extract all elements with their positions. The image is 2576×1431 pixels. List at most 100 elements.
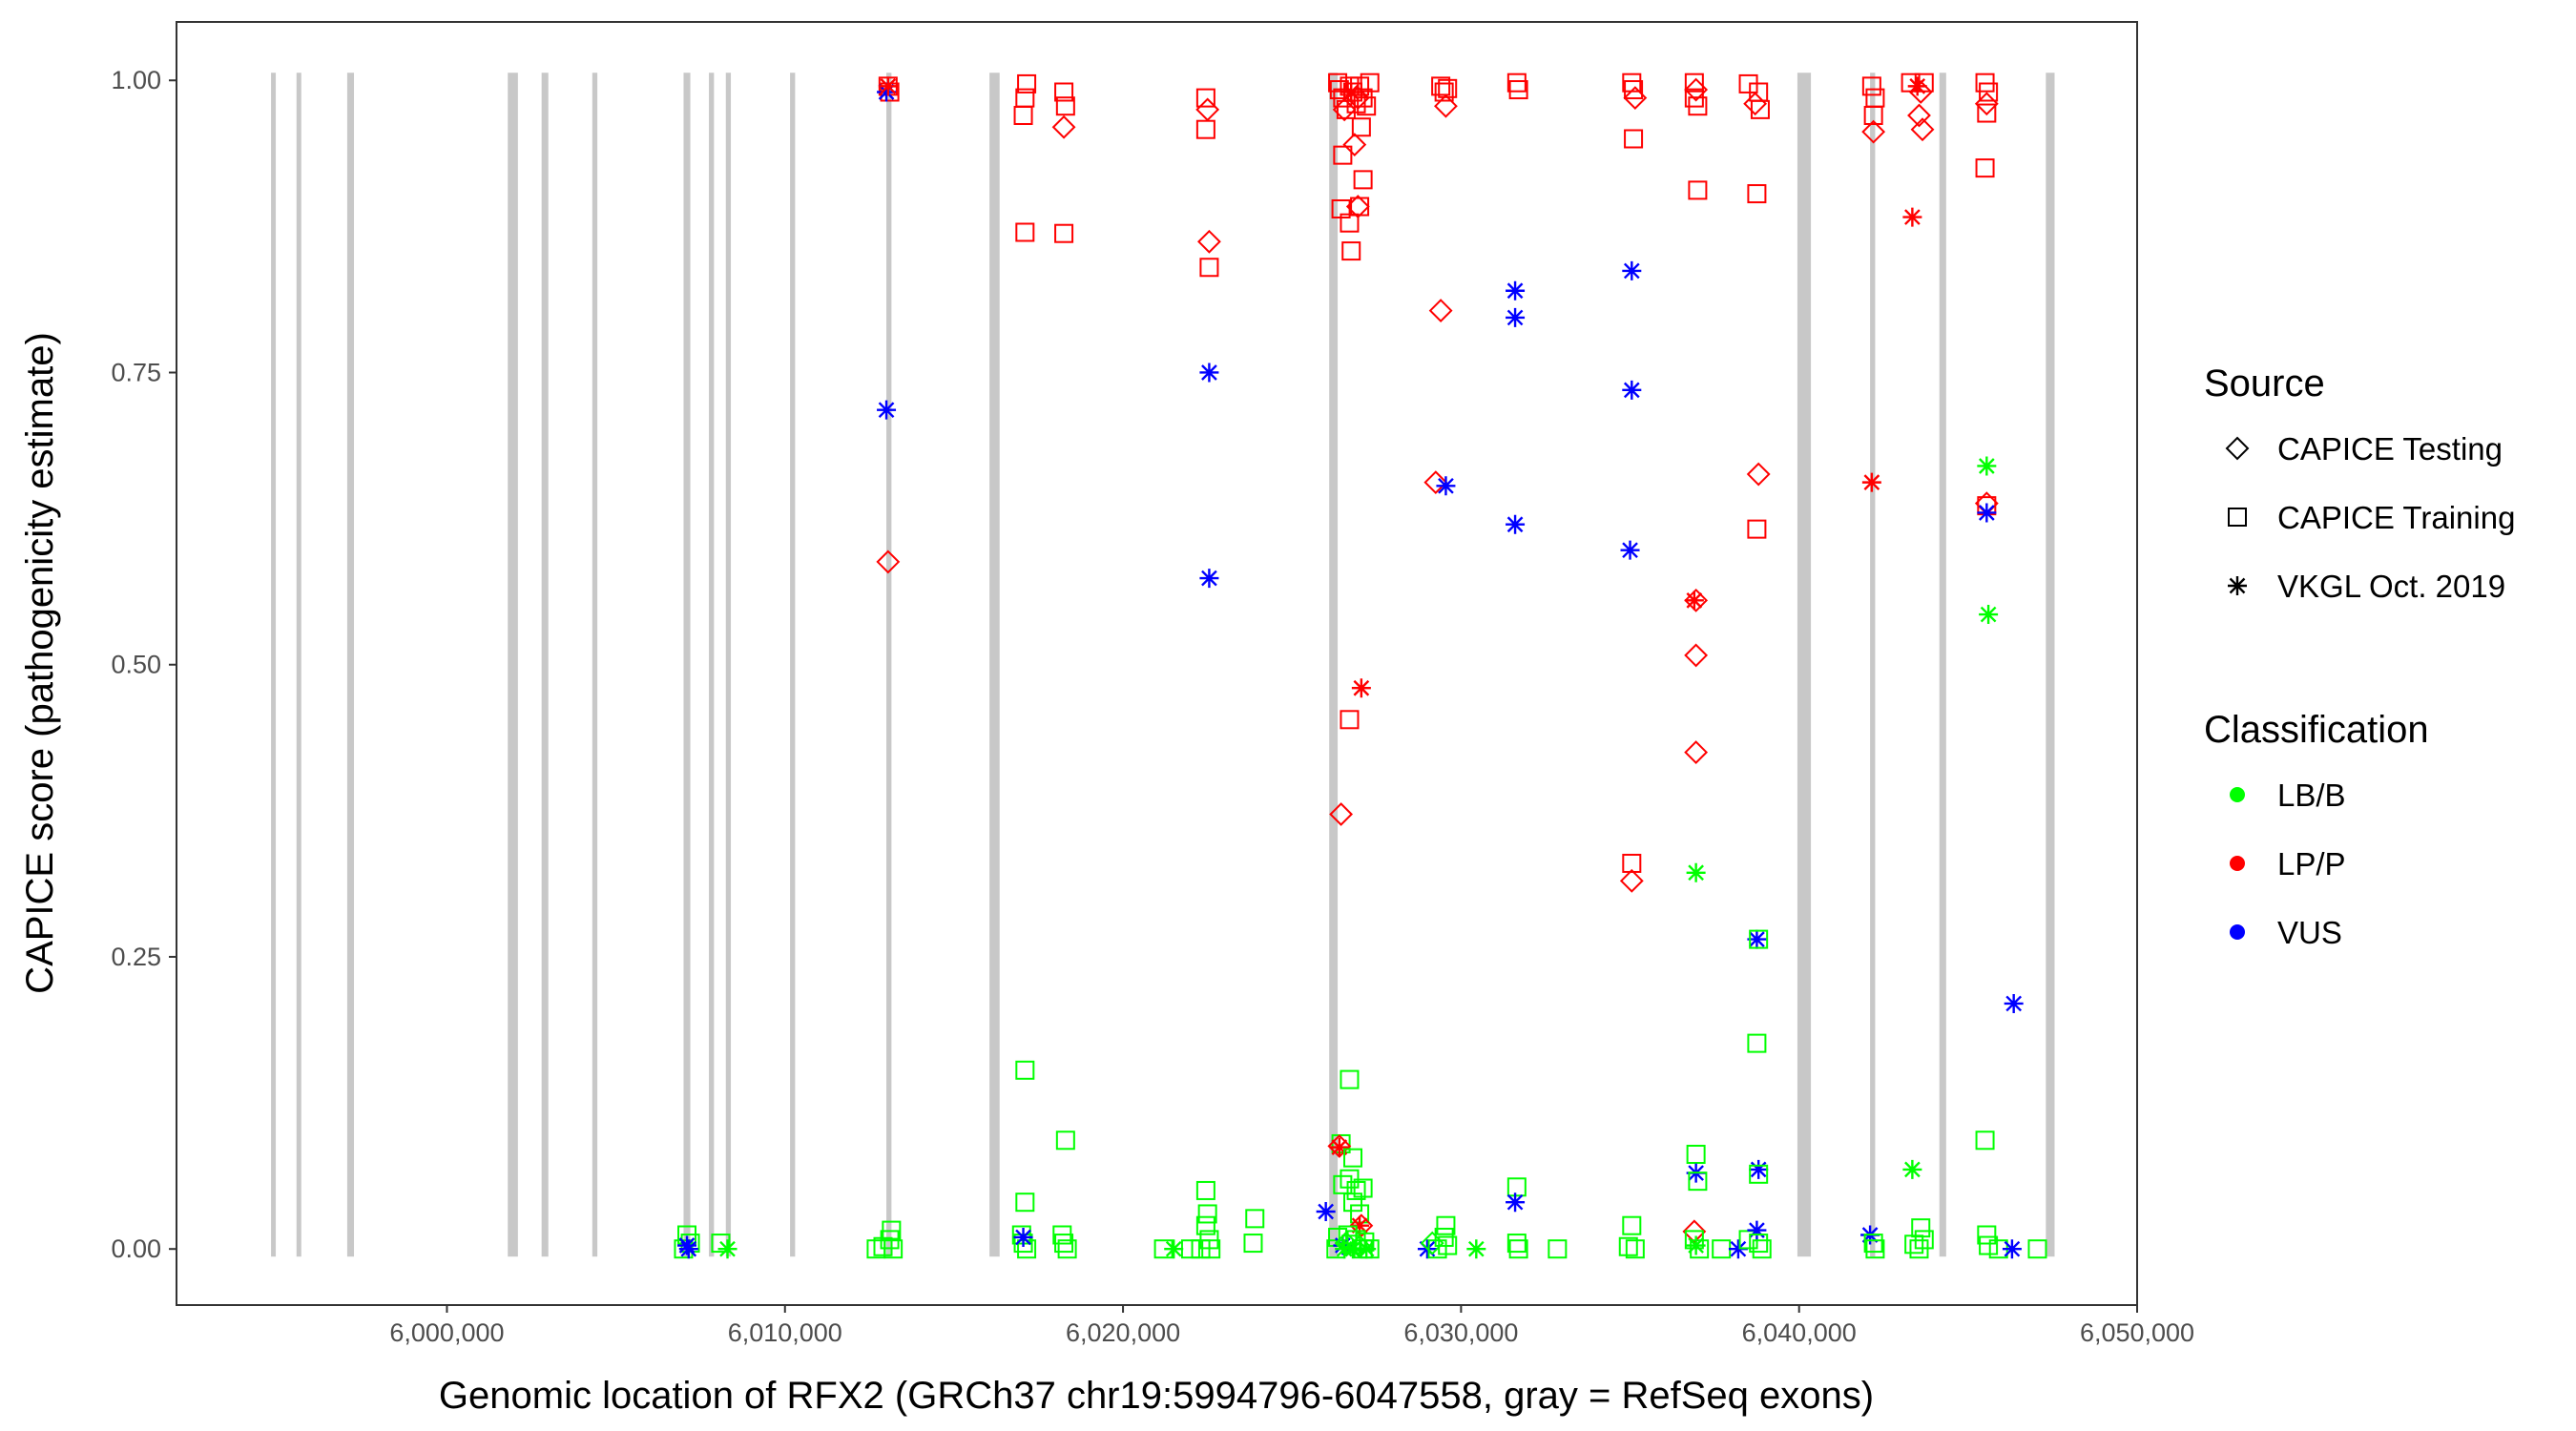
data-point	[1015, 1192, 1035, 1213]
exon-band	[296, 73, 301, 1257]
data-point	[1749, 1234, 1769, 1254]
data-point	[1746, 462, 1771, 487]
data-point	[1619, 868, 1644, 893]
data-point	[1428, 299, 1453, 322]
data-point	[1341, 82, 1361, 102]
data-point	[1341, 241, 1361, 261]
data-point	[1340, 1069, 1360, 1089]
data-point	[1506, 73, 1527, 93]
data-point	[1977, 456, 1997, 476]
data-point	[1357, 96, 1377, 116]
legend-source-key	[2228, 508, 2247, 527]
plot-panel-border	[176, 21, 2138, 1306]
data-point	[1357, 1239, 1377, 1259]
data-point	[1201, 1239, 1221, 1259]
data-point	[1688, 180, 1708, 200]
data-point	[1861, 472, 1881, 492]
data-point	[1343, 1192, 1362, 1213]
legend-classification-label: VUS	[2277, 915, 2342, 950]
data-point	[1907, 103, 1931, 128]
legend-classification-label: LB/B	[2277, 778, 2346, 813]
data-point	[2027, 1239, 2047, 1259]
exon-band	[592, 73, 598, 1257]
y-axis-title: CAPICE score (pathogenicity estimate)	[19, 332, 61, 994]
data-point	[1466, 1239, 1486, 1259]
data-point	[1684, 740, 1709, 765]
data-point	[717, 1239, 737, 1259]
data-point	[1620, 540, 1640, 560]
data-point	[1752, 1239, 1772, 1259]
exon-band	[1329, 73, 1339, 1257]
data-point	[1199, 363, 1219, 383]
data-point	[1164, 1239, 1184, 1259]
exon-band	[346, 73, 355, 1257]
data-point	[1910, 117, 1935, 142]
legend-source-label: VKGL Oct. 2019	[2277, 569, 2505, 604]
data-point	[1682, 1219, 1707, 1244]
y-tick-label: 1.00	[111, 66, 161, 94]
data-point	[1506, 307, 1526, 327]
data-point	[1975, 1130, 1995, 1151]
legend-classification-key	[2230, 787, 2245, 802]
legend-classification-label: LP/P	[2277, 846, 2346, 881]
data-point	[1434, 93, 1458, 118]
exon-band	[709, 73, 715, 1257]
data-point	[1054, 1234, 1074, 1254]
data-point	[1054, 223, 1074, 243]
data-point	[1245, 1209, 1265, 1229]
legend-source-key	[2225, 436, 2250, 461]
data-point	[1341, 1234, 1361, 1255]
data-point	[1055, 96, 1075, 116]
data-point	[878, 76, 898, 96]
data-point	[1329, 802, 1354, 826]
data-point	[1345, 86, 1370, 111]
data-point	[1684, 77, 1709, 102]
data-point	[877, 400, 897, 420]
exon-band	[790, 73, 796, 1257]
data-point	[1548, 1239, 1568, 1259]
data-point	[1684, 73, 1704, 93]
legend-source-key	[2228, 576, 2247, 595]
data-point	[1914, 73, 1934, 93]
data-point	[1506, 280, 1526, 301]
data-point	[1902, 207, 1922, 227]
data-point	[1329, 1137, 1349, 1157]
legend-classification-key	[2230, 924, 2245, 940]
data-point	[1343, 1148, 1362, 1168]
data-point	[1506, 514, 1526, 534]
data-point	[1861, 119, 1886, 144]
data-point	[1909, 1239, 1929, 1259]
data-point	[1749, 1159, 1769, 1179]
data-point	[1908, 80, 1933, 104]
data-point	[1015, 222, 1035, 242]
data-point	[883, 1239, 904, 1259]
data-point	[1340, 213, 1360, 233]
exon-band	[2046, 73, 2055, 1257]
x-tick-label: 6,020,000	[1066, 1318, 1180, 1347]
data-point	[711, 1234, 731, 1254]
y-tick-label: 0.75	[111, 358, 161, 386]
data-point	[1057, 1239, 1077, 1259]
data-point	[1747, 519, 1767, 539]
data-point	[1353, 170, 1373, 190]
x-axis: 6,000,000 6,010,000 6,020,000 6,030,000 6,04…	[389, 1305, 2194, 1347]
data-point	[1686, 1235, 1706, 1255]
data-point	[1624, 129, 1644, 149]
data-point	[1508, 80, 1528, 100]
data-point	[1977, 103, 1997, 123]
x-tick-label: 6,040,000	[1742, 1318, 1857, 1347]
data-point	[1506, 1192, 1526, 1213]
legend-source-title: Source	[2204, 363, 2325, 404]
data-point	[1333, 1174, 1353, 1194]
data-point	[1750, 99, 1770, 119]
data-point	[1979, 605, 1999, 625]
data-point	[1438, 1235, 1458, 1255]
data-point	[677, 1235, 697, 1255]
y-tick-label: 0.50	[111, 651, 161, 679]
y-tick-label: 0.25	[111, 943, 161, 971]
data-point	[1749, 1164, 1769, 1184]
data-point	[1747, 1220, 1767, 1240]
data-point	[1688, 96, 1708, 116]
data-point	[1342, 133, 1367, 157]
